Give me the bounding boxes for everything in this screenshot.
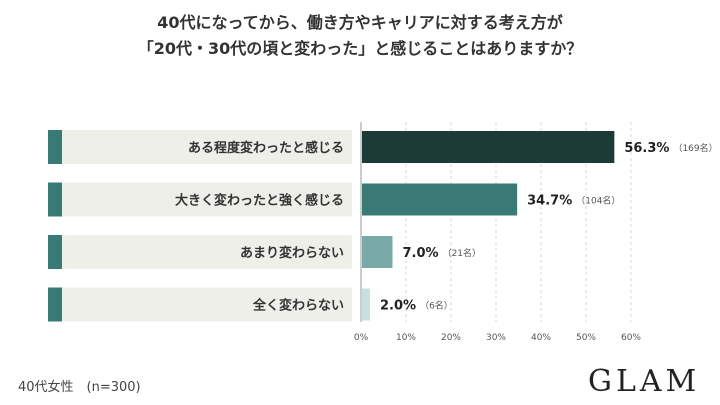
category-row-bg: [48, 182, 352, 217]
category-marker: [48, 235, 62, 269]
category-marker: [48, 130, 62, 164]
category-label: ある程度変わったと感じる: [188, 140, 344, 156]
chart-title-line-1: 40代になってから、働き方やキャリアに対する考え方が: [157, 13, 563, 32]
value-label: 2.0%: [380, 299, 416, 314]
x-tick-label: 20%: [441, 333, 461, 343]
x-tick-label: 0%: [354, 333, 369, 343]
count-label: （104名）: [576, 195, 620, 207]
category-row-bg: [48, 130, 352, 164]
category-label: 全く変わらない: [252, 298, 344, 314]
category-label: あまり変わらない: [240, 245, 344, 261]
count-label: （21名）: [443, 247, 481, 259]
category-row-bg: [48, 235, 352, 269]
value-label: 34.7%: [527, 194, 572, 209]
x-axis: 0% 10% 20% 30% 40% 50% 60%: [354, 333, 642, 343]
chart-title-line-2: 「20代・30代の頃と変わった」と感じることはありますか？: [137, 39, 583, 58]
chart-title: 40代になってから、働き方やキャリアに対する考え方が 「20代・30代の頃と変わ…: [0, 10, 720, 62]
count-label: （6名）: [420, 300, 453, 312]
category-marker: [48, 182, 62, 217]
x-tick-label: 30%: [486, 333, 506, 343]
grid: [360, 122, 632, 322]
bar-4: [362, 288, 370, 321]
category-label: 大きく変わったと強く感じる: [175, 193, 344, 209]
x-tick-label: 60%: [621, 333, 641, 343]
x-tick-label: 10%: [396, 333, 416, 343]
value-label: 7.0%: [403, 246, 439, 261]
bar-1: [362, 131, 615, 163]
bar-3: [362, 236, 393, 268]
bar-2: [362, 183, 518, 216]
x-tick-label: 50%: [576, 333, 596, 343]
category-row-bg: [48, 287, 352, 322]
bars: 56.3% （169名） 34.7% （104名） 7.0% （21名） 2.0% （6名）: [362, 131, 718, 321]
value-label: 56.3%: [624, 141, 669, 156]
category-marker: [48, 287, 62, 322]
x-tick-label: 40%: [531, 333, 551, 343]
count-label: （169名）: [673, 142, 717, 154]
brand-logo: GLAM: [588, 364, 701, 399]
sample-footnote: 40代女性 (n=300): [18, 380, 141, 395]
